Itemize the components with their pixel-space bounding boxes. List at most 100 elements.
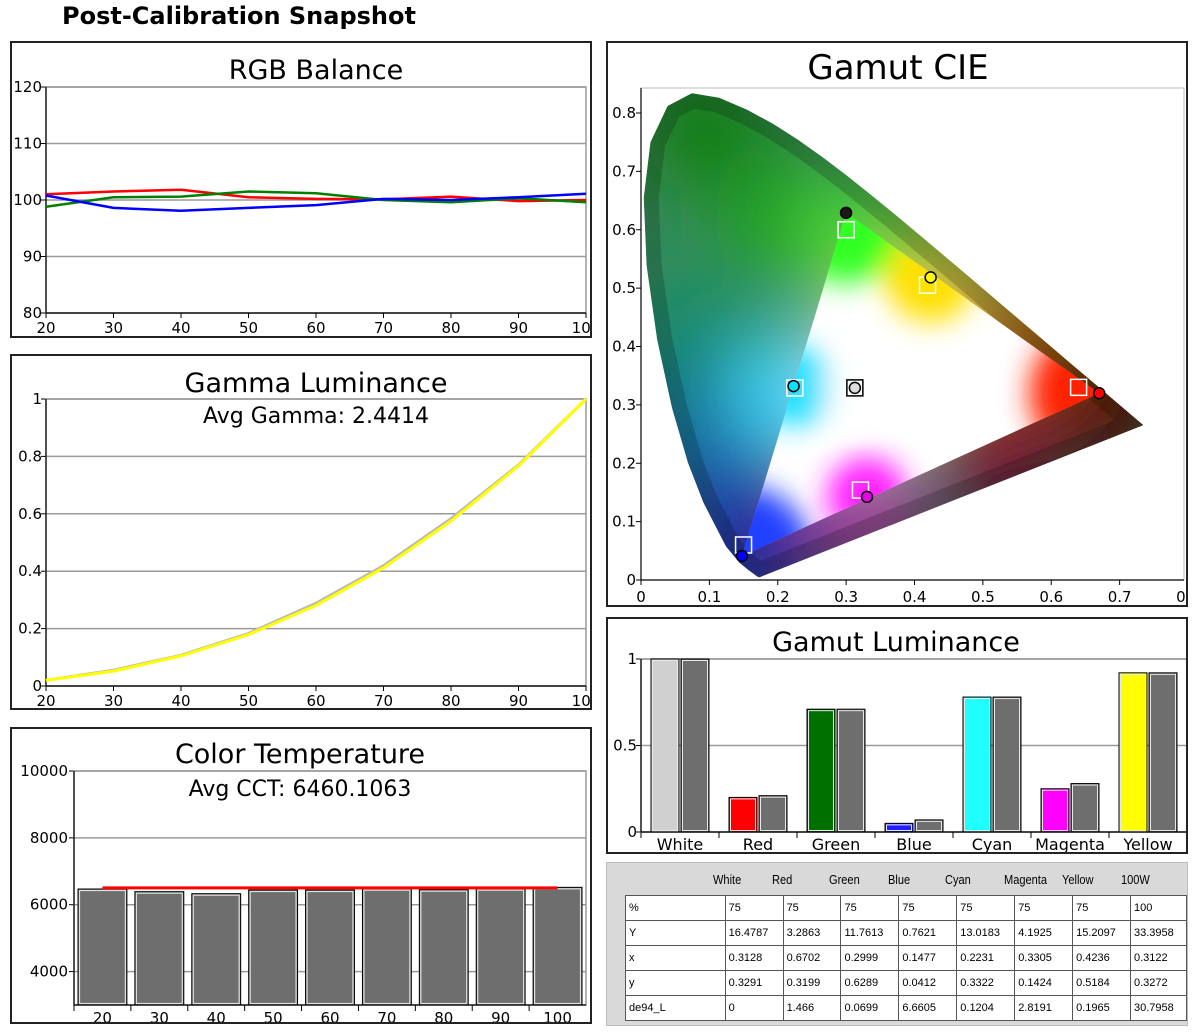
cct-bar (134, 891, 185, 1006)
cie-target-magenta (851, 481, 870, 499)
cie-point-cyan (787, 379, 800, 393)
cie-target-green (837, 221, 855, 239)
gamma-luminance-chart: Gamma Luminance Avg Gamma: 2.4414 0 0.2 0.4 0… (18, 368, 590, 708)
cie-ytick-label: 0 (626, 571, 636, 589)
gl-bar-measured-highlight (730, 798, 756, 831)
gl-bar-target-highlight (916, 820, 942, 831)
cie-xtick-label: 0 (636, 588, 646, 605)
rgb-xtick-label: 60 (306, 319, 325, 336)
cie-xtick-label: 0.7 (1108, 588, 1132, 605)
table-cell: 0.3291 (724, 970, 784, 996)
table-cell: 75 (782, 895, 842, 921)
gamut-luminance-title: Gamut Luminance (772, 627, 1020, 658)
table-cell: 75 (840, 895, 900, 921)
cie-point-yellow (924, 271, 937, 284)
rgb-ytick-label: 80 (23, 304, 42, 322)
table-row-label: Y (625, 920, 726, 946)
table-row-label: y (625, 970, 726, 996)
gamut-luminance-chart: Gamut Luminance 0 0.5 1 White Red Green Blue Cya… (613, 627, 1186, 852)
gl-bar-target-green (836, 708, 866, 833)
cie-xtick-label: 0.6 (1039, 588, 1063, 605)
gamma-xtick-label: 40 (171, 692, 190, 708)
cct-xtick-label: 50 (264, 1009, 283, 1022)
cct-bar (361, 888, 412, 1006)
cct-bar (191, 893, 242, 1006)
gl-bar-measured-cyan (962, 696, 992, 833)
table-cell: 0.1965 (1072, 995, 1131, 1021)
cie-point-green (839, 206, 853, 220)
cct-xtick-label: 70 (377, 1009, 396, 1022)
table-cell: 0.3322 (956, 970, 1016, 996)
table-column-header: Cyan (945, 872, 971, 887)
cct-xtick-label: 100 (543, 1009, 572, 1022)
table-cell: 0.0699 (840, 995, 900, 1021)
gamma-ytick-label: 0.4 (18, 562, 42, 580)
table-column-header: 100W (1121, 872, 1150, 887)
table-column-header: Red (772, 872, 793, 887)
rgb-chart-title: RGB Balance (229, 55, 403, 86)
gamma-xtick-label: 20 (36, 692, 55, 708)
rgb-ytick-label: 100 (13, 191, 42, 209)
rgb-ytick-label: 110 (13, 135, 42, 153)
gl-bar-target-white (680, 658, 710, 833)
rgb-series-green (45, 190, 587, 209)
gl-category-label: Yellow (1122, 835, 1172, 852)
gl-bar-measured-magenta (1040, 788, 1070, 833)
cct-bar (77, 888, 128, 1006)
table-cell: 13.0183 (956, 920, 1016, 946)
cie-ytick-label: 0.4 (612, 338, 636, 356)
gamma-ytick-label: 0 (32, 677, 42, 695)
rgb-balance-panel: RGB Balance 80 90 100 110 120 20 30 40 50 60 70 80 90… (10, 41, 592, 338)
cct-chart-subtitle: Avg CCT: 6460.1063 (189, 777, 412, 802)
gl-ytick-label: 1 (627, 650, 637, 668)
table-cell: 6.6605 (898, 995, 958, 1021)
table-cell: 0.5184 (1072, 970, 1131, 996)
cct-bar (418, 889, 469, 1006)
table-cell: 1.466 (782, 995, 842, 1021)
cct-bar (532, 886, 583, 1006)
table-cell: 15.2097 (1072, 920, 1131, 946)
gamma-xtick-label: 30 (104, 692, 123, 708)
gl-category-label: White (657, 835, 704, 852)
table-cell: 3.2863 (782, 920, 842, 946)
gamma-luminance-panel: Gamma Luminance Avg Gamma: 2.4414 0 0.2 0.4 0… (10, 354, 592, 710)
table-cell: 4.1925 (1014, 920, 1074, 946)
gl-bar-target-highlight (760, 796, 786, 831)
rgb-xtick-label: 20 (36, 319, 55, 336)
cie-ytick-label: 0.8 (612, 104, 636, 122)
cie-triangle-base (741, 212, 1100, 556)
gl-bar-measured-highlight (652, 660, 678, 831)
cie-ytick-label: 0.5 (612, 279, 636, 297)
gamma-ytick-label: 0.8 (18, 447, 42, 465)
table-cell: 0 (724, 995, 784, 1021)
table-header-row: White Red Green Blue Cyan Magenta Yellow 100W (607, 863, 1189, 895)
table-row: % 75 75 75 75 75 75 75 100 (625, 895, 1187, 921)
table-cell: 75 (1014, 895, 1074, 921)
cct-bar (475, 888, 526, 1006)
cct-xtick-label: 90 (491, 1009, 510, 1022)
cct-xtick-label: 20 (93, 1009, 112, 1022)
cct-bar (305, 889, 355, 1006)
gl-bar-measured-green (806, 708, 836, 833)
gamma-xtick-label: 50 (239, 692, 258, 708)
gl-bar-measured-white (650, 658, 680, 833)
cct-chart-title: Color Temperature (175, 739, 425, 770)
cct-bar-highlight (420, 890, 468, 1005)
table-cell: 75 (724, 895, 784, 921)
cie-xtick-label: 0.8 (1176, 588, 1186, 605)
gl-category-label: Red (743, 835, 773, 852)
table-column-header: Green (829, 872, 860, 887)
cct-ytick-label: 8000 (30, 829, 68, 847)
table-row: y 0.3291 0.3199 0.6289 0.0412 0.3322 0.1424 0.5… (625, 970, 1187, 996)
gamma-ytick-label: 0.6 (18, 505, 42, 523)
gamut-luminance-panel: Gamut Luminance 0 0.5 1 White Red Green Blue Cya… (606, 617, 1188, 854)
table-column-header: Blue (888, 872, 911, 887)
rgb-xtick-label: 50 (239, 319, 258, 336)
rgb-ytick-label: 120 (13, 78, 42, 96)
gl-bar-target-red (758, 795, 788, 833)
table-cell: 0.3128 (724, 945, 784, 971)
cie-triangle-blob (741, 485, 812, 556)
gl-ytick-label: 0.5 (613, 737, 637, 755)
gl-bar-measured-highlight (886, 824, 912, 832)
cie-ytick-label: 0.7 (612, 162, 636, 180)
